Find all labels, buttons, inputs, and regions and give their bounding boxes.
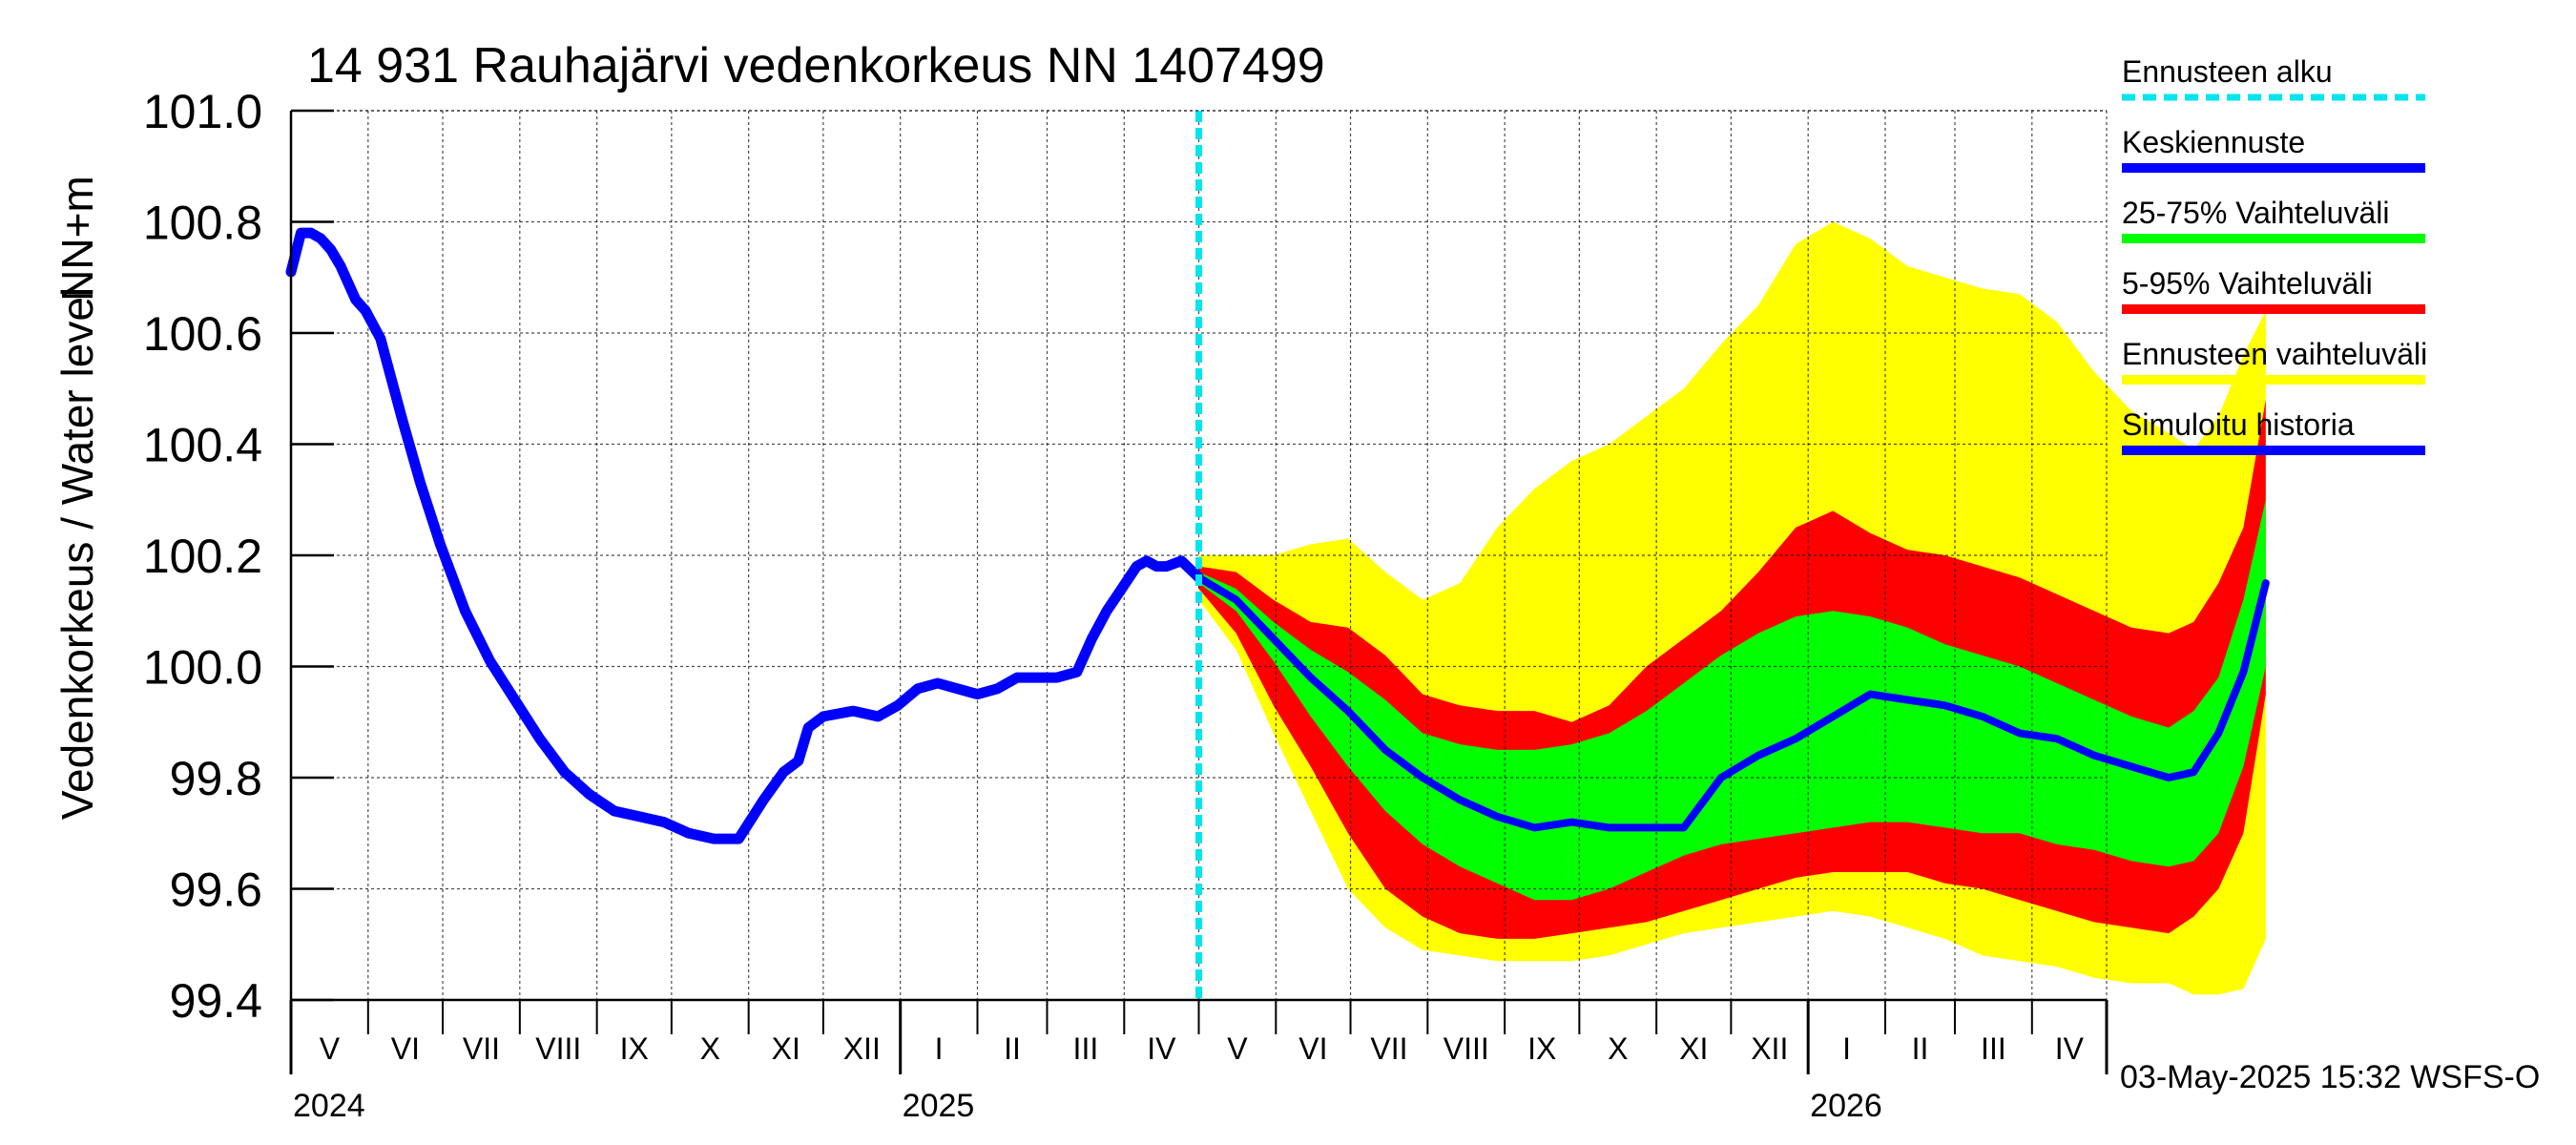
series-lines <box>285 111 2270 1000</box>
x-month-label: III <box>1073 1031 1099 1066</box>
legend-label: Ennusteen vaihteluväli <box>2122 337 2427 371</box>
x-month-label: IX <box>1527 1031 1556 1066</box>
x-month-label: XI <box>1679 1031 1708 1066</box>
x-month-label: II <box>1912 1031 1929 1066</box>
x-year-label: 2026 <box>1810 1088 1882 1124</box>
y-tick-label: 99.8 <box>170 752 262 805</box>
legend-label: 5-95% Vaihteluväli <box>2122 266 2373 301</box>
axes: 99.4 99.6 99.8 100.0 100.2 100.4 100.6 100.8 101… <box>143 85 2109 1124</box>
x-month-label: VII <box>1370 1031 1407 1066</box>
footer-timestamp: 03-May-2025 15:32 WSFS-O <box>2120 1059 2540 1095</box>
y-tick-label: 101.0 <box>143 85 262 138</box>
x-month-label: V <box>320 1031 341 1066</box>
series-line-history <box>285 227 1204 844</box>
y-tick-label: 100.8 <box>143 197 262 250</box>
y-tick-label: 99.6 <box>170 864 262 917</box>
x-year-label: 2024 <box>293 1088 365 1124</box>
x-month-label: IV <box>2055 1031 2085 1066</box>
x-month-label: III <box>1981 1031 2006 1066</box>
y-tick-label: 100.2 <box>143 530 262 583</box>
y-tick-label: 100.0 <box>143 641 262 695</box>
x-month-label: V <box>1227 1031 1248 1066</box>
x-month-label: VI <box>1298 1031 1327 1066</box>
x-month-label: VIII <box>1444 1031 1489 1066</box>
legend: Ennusteen alku Keskiennuste 25-75% Vaihtel… <box>2122 54 2427 455</box>
x-month-label: XII <box>1751 1031 1788 1066</box>
x-month-label: I <box>935 1031 944 1066</box>
x-month-label: I <box>1842 1031 1851 1066</box>
y-axis-label: Vedenkorkeus / Water level <box>52 287 102 820</box>
y-tick-label: 99.4 <box>170 974 262 1028</box>
y-tick-label: 100.6 <box>143 307 262 361</box>
x-month-label: VII <box>463 1031 500 1066</box>
x-month-label: X <box>1608 1031 1628 1066</box>
x-month-label: IV <box>1147 1031 1176 1066</box>
series-line-keskiennuste <box>1195 573 2270 832</box>
x-month-label: X <box>700 1031 720 1066</box>
chart-title: 14 931 Rauhajärvi vedenkorkeus NN 140749… <box>307 38 1325 94</box>
x-month-label: VIII <box>535 1031 581 1066</box>
legend-label: Ennusteen alku <box>2122 54 2333 89</box>
x-month-label: IX <box>620 1031 649 1066</box>
y-axis-unit-label: NN+m <box>52 176 102 302</box>
x-month-label: II <box>1004 1031 1021 1066</box>
legend-label: Keskiennuste <box>2122 125 2305 159</box>
x-month-label: VI <box>391 1031 420 1066</box>
legend-label: 25-75% Vaihteluväli <box>2122 196 2389 230</box>
legend-label: Simuloitu historia <box>2122 407 2355 442</box>
x-year-label: 2025 <box>903 1088 975 1124</box>
x-month-label: XI <box>772 1031 800 1066</box>
y-tick-label: 100.4 <box>143 419 262 472</box>
x-month-label: XII <box>843 1031 881 1066</box>
